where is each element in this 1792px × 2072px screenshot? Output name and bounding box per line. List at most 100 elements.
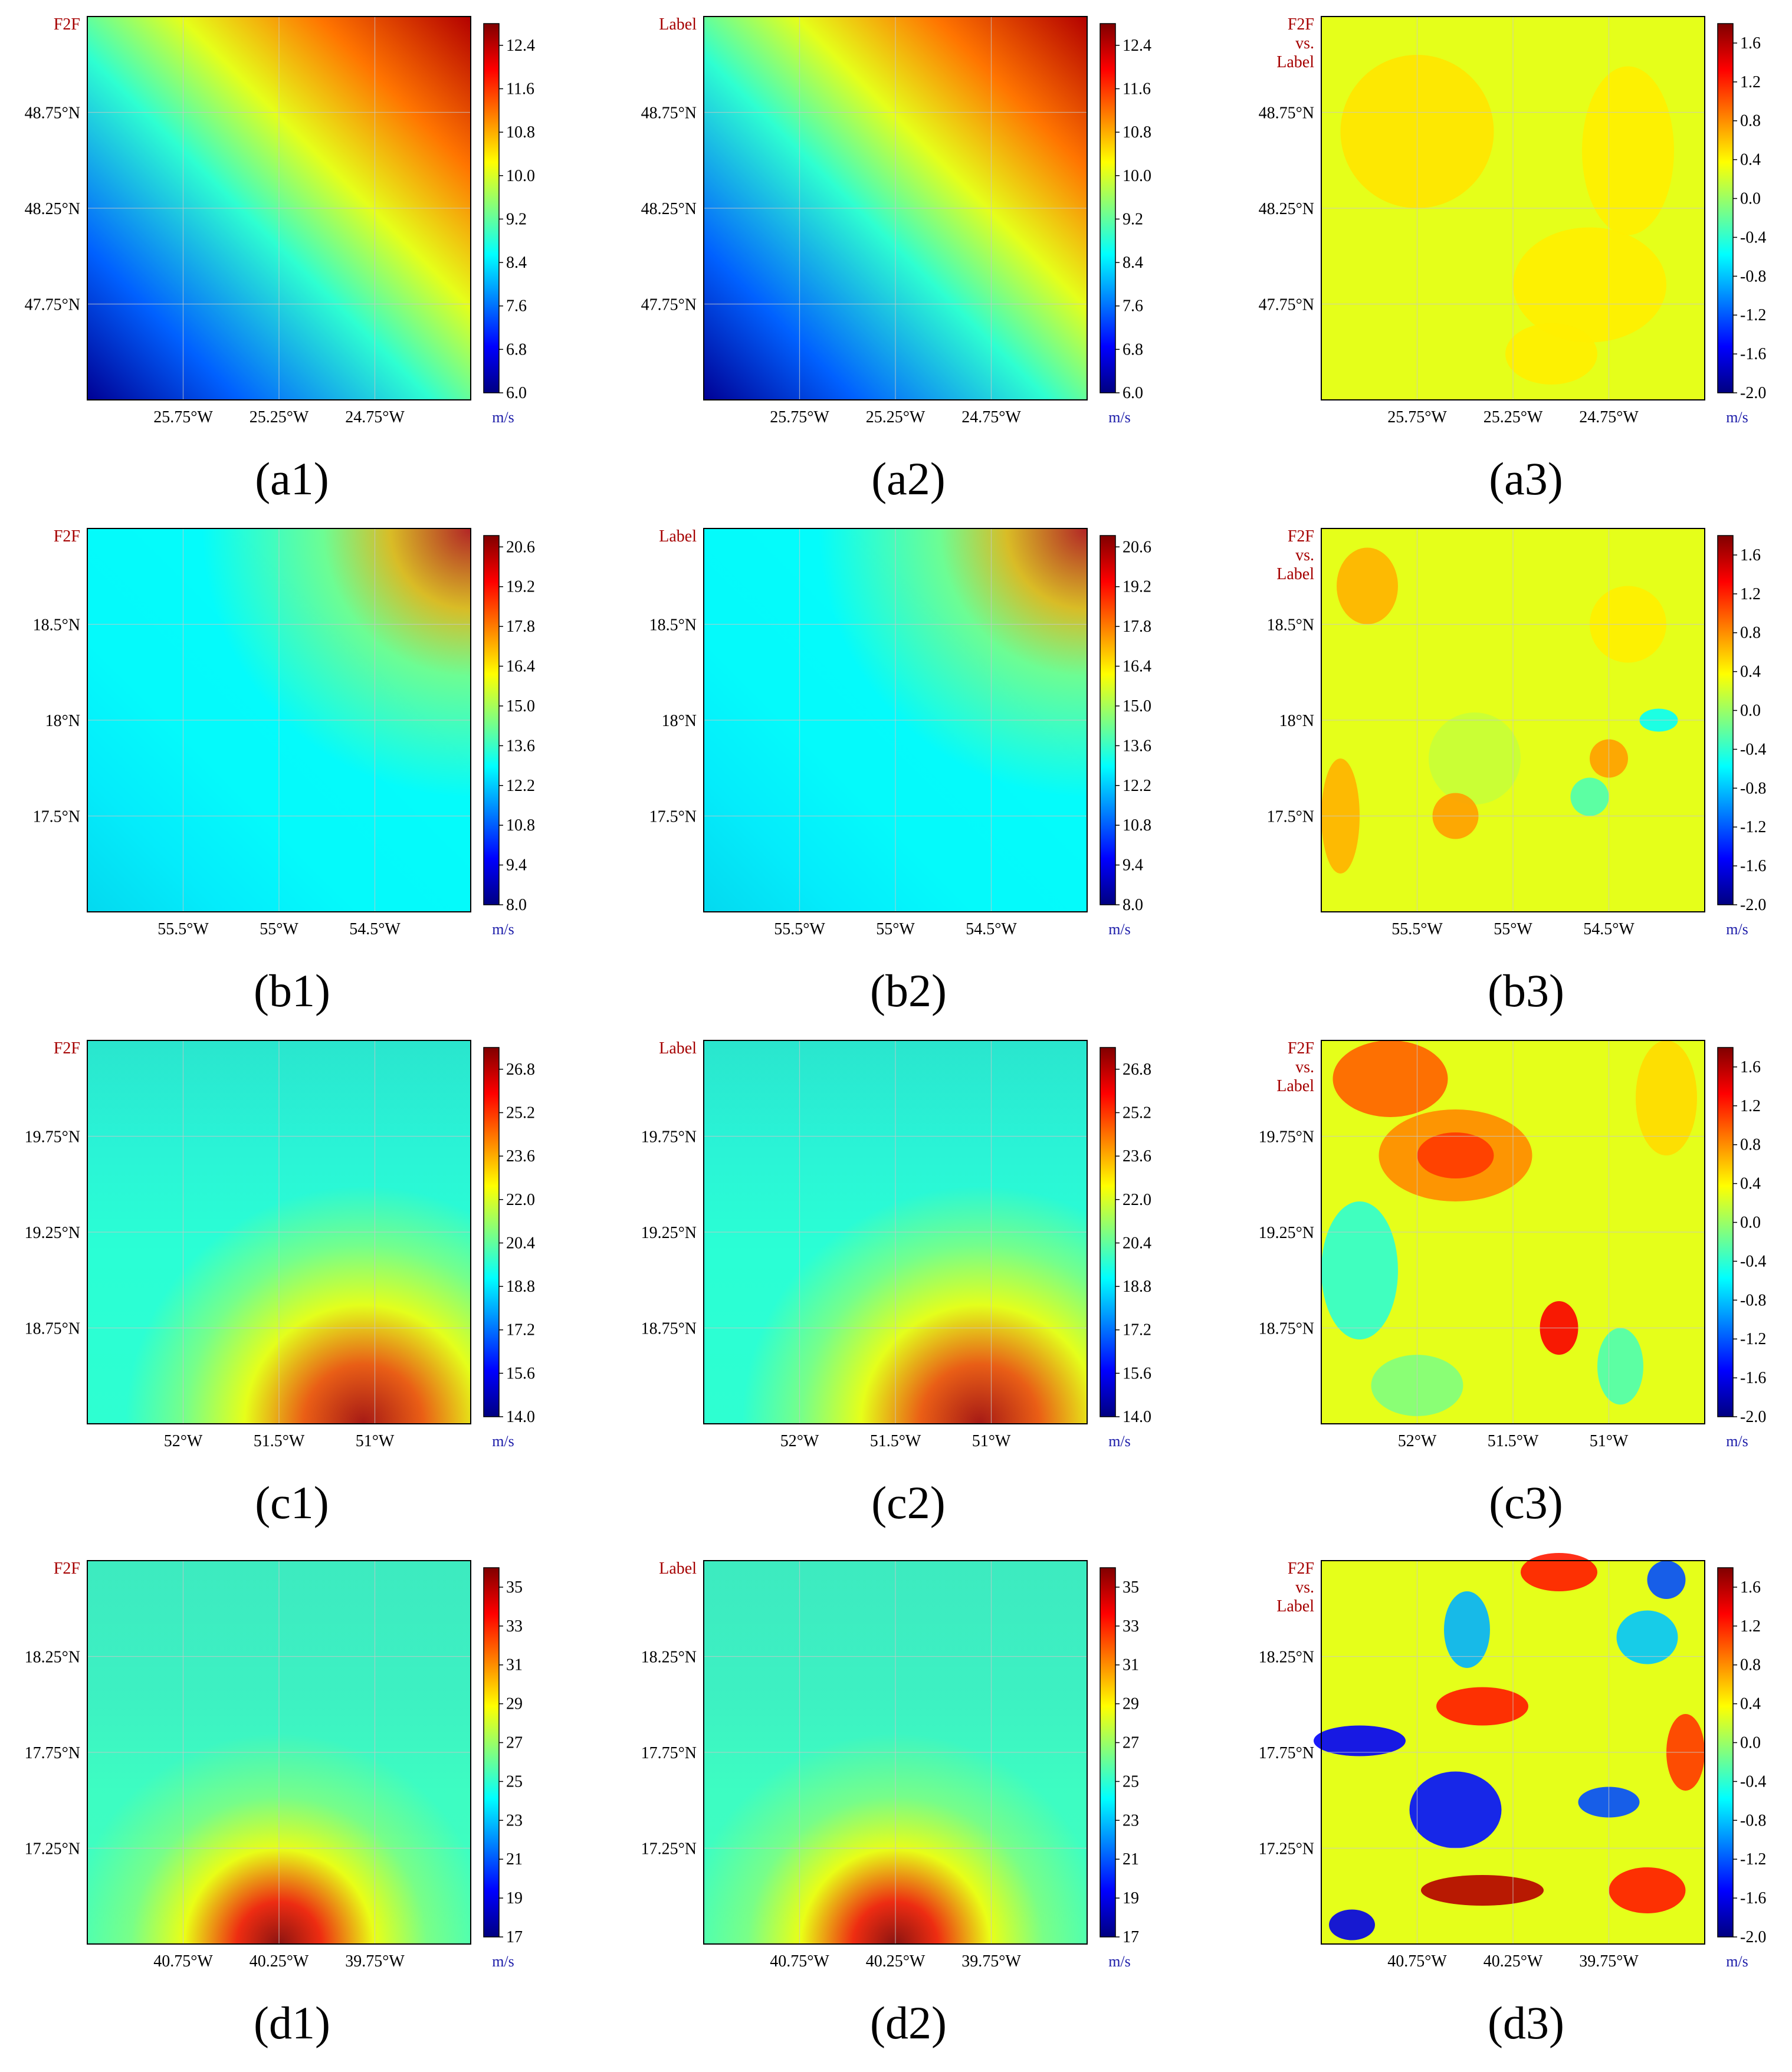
colorbar-tick-label: 1.6	[1740, 546, 1761, 564]
x-tick-label: 25.25°W	[1484, 408, 1543, 426]
diff-blob	[1521, 1553, 1597, 1591]
x-tick-label: 24.75°W	[961, 408, 1021, 426]
colorbar-tick-label: 1.2	[1740, 1097, 1761, 1115]
colorbar-tick-label: 23	[1123, 1811, 1139, 1830]
x-tick-label: 40.75°W	[1387, 1952, 1447, 1971]
colorbar-tick-label: 21	[506, 1850, 523, 1869]
diff-blob	[1609, 1867, 1686, 1913]
colorbar-tick-label: 10.8	[1123, 816, 1151, 835]
colorbar-tick-label: 7.6	[506, 297, 527, 316]
x-tick-label: 51°W	[1590, 1432, 1629, 1450]
panel-caption: (a3)	[1489, 453, 1563, 504]
plot-frame	[703, 528, 1088, 912]
y-tick-label: 19.75°N	[1259, 1128, 1314, 1147]
panel-d2: Label 18.25°N 17.75°N 17.25°N 40.75°W 40.25°W…	[641, 1559, 1139, 2048]
colorbar-tick-label: -1.2	[1740, 306, 1766, 324]
y-tick-label: 17.25°N	[1259, 1840, 1314, 1858]
y-tick-label: 47.75°N	[25, 296, 80, 314]
colorbar-tick-label: 20.6	[1123, 538, 1151, 556]
x-tick-label: 54.5°W	[349, 920, 401, 938]
colorbar-tick-label: 35	[506, 1578, 523, 1597]
y-tick-label: 48.25°N	[1259, 200, 1314, 218]
colorbar-unit: m/s	[492, 409, 514, 426]
colorbar-tick-label: 26.8	[1123, 1060, 1151, 1079]
plot-frame	[703, 16, 1088, 400]
plot-frame	[1321, 1560, 1705, 1945]
diff-blob	[1647, 1561, 1686, 1599]
colorbar-unit: m/s	[1726, 409, 1748, 426]
colorbar-tick-label: 0.0	[1740, 1214, 1761, 1232]
panel-d3: F2F vs. Label 18.25°N 17.75°N 17.25°N 40.75°W 4…	[1259, 1553, 1766, 2048]
colorbar-tick-label: 19.2	[506, 578, 535, 596]
colorbar-tick-label: 31	[506, 1656, 523, 1674]
colorbar-tick-label: -1.6	[1740, 1369, 1766, 1387]
diff-blob	[1582, 66, 1674, 235]
y-tick-label: 47.75°N	[1259, 296, 1314, 314]
colorbar-unit: m/s	[492, 1433, 514, 1450]
colorbar-tick-label: 1.2	[1740, 1617, 1761, 1636]
colorbar	[483, 1047, 500, 1417]
plot-frame	[1321, 16, 1705, 400]
colorbar-tick-label: 10.8	[506, 123, 535, 142]
colorbar-tick-label: 9.2	[506, 210, 527, 228]
x-tick-label: 40.25°W	[866, 1952, 925, 1971]
colorbar-tick-label: 19	[1123, 1889, 1139, 1907]
colorbar-tick-label: 9.4	[1123, 856, 1143, 875]
diff-blob	[1314, 1725, 1406, 1756]
diff-blob	[1429, 712, 1521, 804]
colorbar-tick-label: 13.6	[506, 737, 535, 755]
panel-title: Label	[659, 527, 697, 546]
plot-frame	[703, 1560, 1088, 1945]
diff-blob	[1417, 1132, 1494, 1178]
y-tick-label: 18.25°N	[641, 1649, 697, 1667]
colorbar-tick-label: 12.4	[506, 37, 535, 55]
colorbar-tick-label: 12.4	[1123, 37, 1151, 55]
y-tick-label: 18.5°N	[1267, 616, 1314, 635]
x-tick-label: 51.5°W	[1488, 1432, 1539, 1450]
colorbar-tick-label: 0.4	[1740, 663, 1761, 681]
colorbar-tick-label: 33	[506, 1617, 523, 1636]
colorbar-tick-label: 20.4	[506, 1234, 535, 1252]
y-tick-label: 48.75°N	[1259, 104, 1314, 123]
panel-caption: (d3)	[1488, 1997, 1564, 2048]
colorbar-tick-label: 22.0	[506, 1191, 535, 1209]
colorbar-tick-label: 15.6	[1123, 1364, 1151, 1383]
y-tick-label: 17.5°N	[33, 808, 80, 826]
colorbar-tick-label: 21	[1123, 1850, 1139, 1869]
x-tick-label: 40.75°W	[153, 1952, 213, 1971]
y-tick-label: 19.25°N	[25, 1224, 80, 1242]
panel-title: F2F	[54, 1559, 80, 1578]
x-tick-label: 52°W	[1398, 1432, 1437, 1450]
colorbar-tick-label: -1.6	[1740, 857, 1766, 875]
colorbar-tick-label: 13.6	[1123, 737, 1151, 755]
plot-frame	[1321, 1040, 1705, 1424]
panel-d1: F2F 18.25°N 17.75°N 17.25°N 40.75°W 40.25°W 39…	[25, 1559, 523, 2048]
colorbar-tick-label: 15.0	[1123, 697, 1151, 715]
y-tick-label: 19.25°N	[641, 1224, 697, 1242]
x-tick-label: 39.75°W	[345, 1952, 405, 1971]
y-tick-label: 18°N	[662, 712, 697, 730]
colorbar-tick-label: -0.8	[1740, 267, 1766, 285]
panel-a1: F2F 48.75°N 48.25°N 47.75°N 25.75°W 25.25°W 24…	[25, 15, 535, 504]
colorbar-tick-label: 0.0	[1740, 702, 1761, 720]
y-tick-label: 18°N	[45, 712, 80, 730]
diff-blob	[1337, 547, 1398, 625]
colorbar-tick-label: 18.8	[506, 1278, 535, 1296]
colorbar	[1100, 1047, 1116, 1417]
panel-caption: (b2)	[870, 965, 947, 1016]
y-tick-label: 48.25°N	[25, 200, 80, 218]
colorbar-tick-label: 0.0	[1740, 190, 1761, 208]
colorbar-tick-label: -0.8	[1740, 1811, 1766, 1830]
colorbar	[1100, 535, 1116, 905]
colorbar-tick-label: 1.6	[1740, 1578, 1761, 1597]
colorbar-tick-label: -2.0	[1740, 384, 1766, 402]
panel-title: F2F vs. Label	[1276, 1559, 1314, 1615]
y-tick-label: 48.25°N	[641, 200, 697, 218]
x-tick-label: 51°W	[972, 1432, 1011, 1450]
colorbar-tick-label: 19.2	[1123, 578, 1151, 596]
x-tick-label: 40.25°W	[1484, 1952, 1543, 1971]
colorbar-tick-label: 16.4	[1123, 658, 1151, 676]
panel-caption: (a2)	[871, 453, 946, 504]
diff-blob	[1329, 1909, 1375, 1940]
